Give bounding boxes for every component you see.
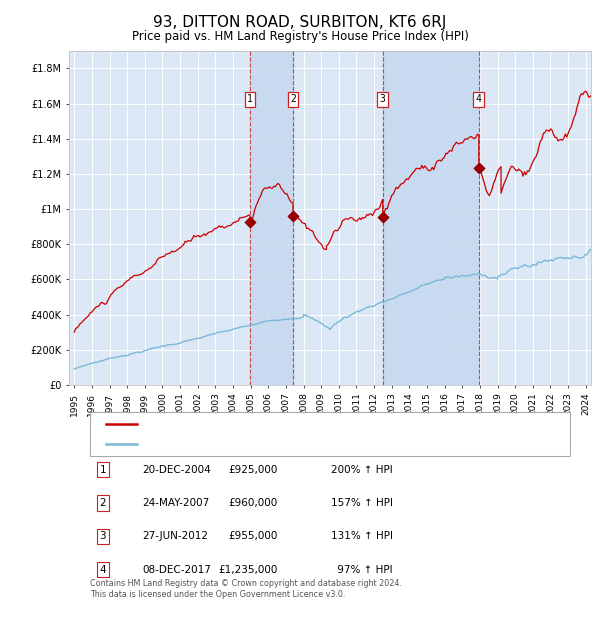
FancyBboxPatch shape [90, 412, 570, 456]
Text: Price paid vs. HM Land Registry's House Price Index (HPI): Price paid vs. HM Land Registry's House … [131, 30, 469, 43]
Text: 2: 2 [100, 498, 106, 508]
Point [474, 163, 484, 173]
Point [245, 217, 255, 227]
Text: 20-DEC-2004: 20-DEC-2004 [142, 464, 211, 474]
Text: 24-MAY-2007: 24-MAY-2007 [142, 498, 209, 508]
Text: 157% ↑ HPI: 157% ↑ HPI [331, 498, 392, 508]
Text: 4: 4 [100, 565, 106, 575]
Text: £955,000: £955,000 [229, 531, 278, 541]
Text: HPI: Average price, semi-detached house, Kingston upon Thames: HPI: Average price, semi-detached house,… [148, 439, 473, 449]
Text: Contains HM Land Registry data © Crown copyright and database right 2024.
This d: Contains HM Land Registry data © Crown c… [90, 579, 402, 599]
Text: 131% ↑ HPI: 131% ↑ HPI [331, 531, 392, 541]
Text: £1,235,000: £1,235,000 [218, 565, 278, 575]
Text: £925,000: £925,000 [229, 464, 278, 474]
Text: 93, DITTON ROAD, SURBITON, KT6 6RJ: 93, DITTON ROAD, SURBITON, KT6 6RJ [154, 16, 446, 30]
Bar [383, 51, 479, 385]
Text: 1: 1 [247, 94, 253, 104]
Point [288, 211, 298, 221]
Text: 3: 3 [380, 94, 386, 104]
Text: £960,000: £960,000 [229, 498, 278, 508]
Text: 27-JUN-2012: 27-JUN-2012 [142, 531, 208, 541]
Text: 08-DEC-2017: 08-DEC-2017 [142, 565, 211, 575]
Text: 97% ↑ HPI: 97% ↑ HPI [334, 565, 392, 575]
Text: 3: 3 [100, 531, 106, 541]
Point [378, 212, 388, 222]
Text: 200% ↑ HPI: 200% ↑ HPI [331, 464, 392, 474]
Text: 4: 4 [476, 94, 482, 104]
Text: 2: 2 [290, 94, 296, 104]
Text: 93, DITTON ROAD, SURBITON, KT6 6RJ (semi-detached house): 93, DITTON ROAD, SURBITON, KT6 6RJ (semi… [148, 419, 456, 429]
Text: 1: 1 [100, 464, 106, 474]
Bar [250, 51, 293, 385]
